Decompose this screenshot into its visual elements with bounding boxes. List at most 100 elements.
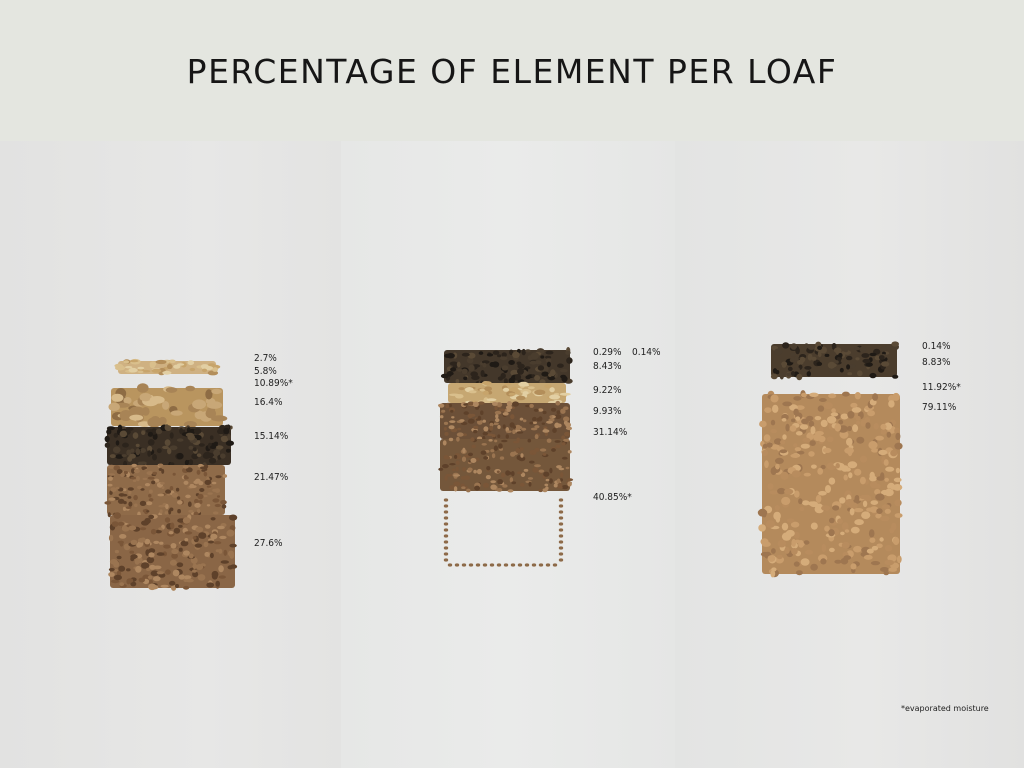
- loaf1-layer-pumpkin-seeds-grain: [185, 385, 195, 392]
- loaf2-layer-dark-seeds-grain: [446, 371, 454, 376]
- loaf3-layer-flour-grain: [840, 531, 845, 536]
- loaf2-layer-flour-1-grain: [542, 429, 550, 433]
- loaf2-layer-flour-1-grain: [482, 419, 487, 423]
- loaf1-layer-flour-1-grain: [118, 493, 125, 497]
- loaf3-layer-flour-grain: [847, 425, 852, 432]
- loaf3-layer-dark-seeds-grain: [811, 356, 817, 361]
- loaf3-layer-flour-grain: [831, 408, 836, 413]
- loaf3-layer-flour-grain: [894, 442, 903, 450]
- loaf2-layer-flour-1-grain: [556, 410, 561, 415]
- loaf2-layer-flour-1-grain: [482, 431, 488, 436]
- loaf2-layer-flour-2-grain: [482, 482, 490, 488]
- loaf1-layer-flour-2-grain: [198, 532, 207, 539]
- loaf1-layer-pumpkin-seeds: [108, 383, 228, 428]
- loaf2-layer-flour-1-grain: [541, 422, 545, 425]
- loaf3-layer-flour-grain: [891, 522, 897, 531]
- loaf1-layer-flour-1-grain: [131, 468, 135, 474]
- loaf3-layer-flour-grain: [846, 437, 853, 446]
- loaf2-layer-flour-2-grain: [566, 478, 574, 482]
- loaf1-layer-oat-flakes-grain: [125, 366, 133, 369]
- loaf1-layer-pumpkin-seeds-grain: [149, 396, 165, 404]
- loaf1-layer-dark-seeds-grain: [179, 427, 184, 435]
- loaf1-layer-oat-flakes-grain: [173, 364, 181, 369]
- loaf1-layer-flour-2-grain: [165, 569, 171, 575]
- loaf2-layer-flour-1-grain: [467, 418, 475, 424]
- loaf1-layer-flour-1-grain: [171, 492, 179, 498]
- loaf2-layer-flour-1-grain: [546, 420, 553, 424]
- loaf2-layer-flour-1-grain: [563, 406, 569, 411]
- loaf3-layer-dark-seeds-grain: [846, 355, 853, 361]
- loaf2-layer-flour-2-grain: [523, 468, 529, 472]
- loaf3-layer-flour-grain: [842, 391, 850, 397]
- loaf1-layer-oat-flakes-grain: [201, 368, 208, 373]
- loaf3-layer-dark-seeds-grain: [862, 358, 871, 364]
- loaf1-layer-pumpkin-seeds-grain: [205, 408, 217, 419]
- loaf1-layer-dark-seeds-grain: [117, 424, 123, 431]
- loaf3-layer-flour-grain: [793, 561, 800, 567]
- loaf1-label-1: 2.7%: [254, 353, 277, 364]
- loaf1-layer-flour-1-grain: [189, 483, 195, 488]
- loaf2-layer-flour-2-grain: [528, 481, 532, 487]
- loaf1-layer-flour-1-grain: [133, 494, 138, 501]
- loaf2-layer-oats-grain: [518, 381, 529, 387]
- loaf2-layer-flour-2-grain: [511, 481, 517, 485]
- loaf3-layer-flour-grain: [869, 537, 876, 543]
- loaf2-layer-flour-2-grain: [445, 473, 453, 477]
- loaf3-layer-flour-grain: [884, 545, 893, 552]
- loaf3-layer-flour-grain: [781, 522, 789, 531]
- loaf1-layer-dark-seeds-grain: [191, 453, 199, 460]
- loaf2-layer-dark-seeds-grain: [468, 364, 475, 372]
- loaf3-layer-flour-grain: [853, 508, 864, 513]
- loaf2-layer-flour-2-grain: [491, 453, 496, 459]
- loaf2-layer-flour-1-grain: [449, 420, 456, 423]
- loaf2-layer-flour-2-grain: [561, 456, 568, 460]
- loaf2-layer-oats-grain: [504, 383, 512, 386]
- loaf2-layer-flour-1-grain: [463, 411, 469, 415]
- loaf2-moisture-outline-crumb: [558, 558, 564, 562]
- loaf2-layer-flour-2-grain: [490, 484, 497, 490]
- loaf3-layer-flour-grain: [853, 545, 862, 553]
- loaf1-layer-dark-seeds-grain: [119, 430, 128, 438]
- loaf2-layer-flour-1-grain: [477, 401, 485, 405]
- loaf1-label-2: 5.8%: [254, 366, 277, 377]
- loaf1-layer-flour-2-grain: [218, 565, 224, 573]
- loaf1-layer-flour-1-grain: [146, 510, 150, 513]
- loaf3-layer-flour-grain: [821, 543, 826, 553]
- loaf3-layer-flour-grain: [875, 493, 885, 501]
- loaf1-layer-oat-flakes-grain: [168, 359, 176, 364]
- loaf2-layer-flour-2-grain: [519, 482, 525, 487]
- loaf1-layer-flour-1-grain: [125, 506, 132, 509]
- loaf1-layer-flour-1-grain: [182, 465, 189, 469]
- loaf1-layer-dark-seeds-grain: [115, 454, 124, 459]
- loaf2-layer-flour-1-grain: [512, 429, 516, 435]
- loaf3-layer-flour-grain: [761, 449, 769, 457]
- loaf3-layer-flour-grain: [811, 464, 817, 469]
- loaf1-layer-oat-flakes-grain: [115, 365, 126, 371]
- loaf2-layer-flour-2-grain: [466, 488, 471, 493]
- loaf3-layer-flour-grain: [847, 411, 855, 419]
- loaf2-layer-flour-2-grain: [549, 467, 553, 474]
- loaf1-layer-flour-1-grain: [130, 476, 137, 480]
- loaf2-moisture-outline-crumb: [443, 552, 449, 556]
- loaf2-moisture-outline-crumb: [443, 540, 449, 544]
- loaf1-layer-flour-2: [108, 512, 238, 591]
- loaf3-layer-dark-seeds-grain: [827, 361, 836, 369]
- loaf1-layer-flour-1-grain: [144, 483, 151, 487]
- loaf2-moisture-outline: [443, 498, 564, 567]
- loaf1-layer-flour-2-grain: [229, 543, 237, 548]
- loaf3-layer-flour-grain: [872, 393, 879, 401]
- loaf1-layer-flour-2-grain: [136, 542, 142, 548]
- loaf1-layer-flour-1-grain: [142, 477, 148, 481]
- loaf1-layer-flour-2-grain: [159, 541, 164, 545]
- loaf1-layer-pumpkin-seeds-grain: [123, 397, 132, 404]
- loaf1-layer-dark-seeds-grain: [169, 445, 178, 451]
- loaf2-layer-dark-seeds-grain: [530, 352, 540, 360]
- loaf2-layer-dark-seeds-grain: [561, 375, 568, 383]
- loaf1-layer-flour-1-grain: [127, 487, 134, 491]
- loaf2-layer-flour-1-grain: [444, 431, 449, 436]
- loaf2-layer-flour-2-grain: [452, 468, 456, 472]
- loaf2-layer-dark-seeds-grain: [534, 375, 541, 381]
- loaf1-layer-flour-2-grain: [152, 576, 161, 582]
- loaf1-layer-flour-2-grain: [148, 552, 155, 558]
- loaf2-moisture-outline-crumb: [468, 563, 474, 567]
